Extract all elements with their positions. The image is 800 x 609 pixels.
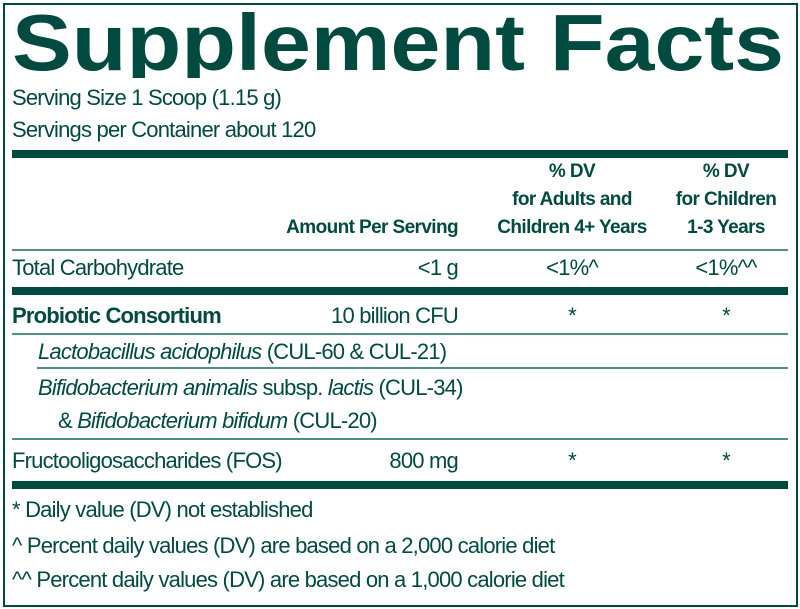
label-frame bbox=[3, 3, 798, 607]
strain-bifido-line2: & Bifidobacterium bifidum (CUL-20) bbox=[58, 408, 378, 433]
svg-text:Supplement Facts: Supplement Facts bbox=[12, 6, 784, 78]
strain-code: (CUL-20) bbox=[287, 408, 378, 433]
thin-rule bbox=[12, 249, 788, 251]
footnote-dv: * Daily value (DV) not established bbox=[12, 497, 313, 522]
serving-size: Serving Size 1 Scoop (1.15 g) bbox=[12, 85, 282, 110]
strain-code: (CUL-34) bbox=[373, 375, 464, 400]
strain-text: & bbox=[58, 408, 78, 433]
strain-lactobacillus: Lactobacillus acidophilus (CUL-60 & CUL-… bbox=[38, 339, 447, 364]
thick-rule bbox=[12, 481, 788, 489]
footnote-children: ^^ Percent daily values (DV) are based o… bbox=[12, 567, 565, 592]
strain-code: (CUL-60 & CUL-21) bbox=[261, 339, 447, 364]
nutrient-amount: 10 billion CFU bbox=[331, 303, 459, 328]
nutrient-dv-adults: * bbox=[568, 303, 577, 328]
nutrient-dv-children: * bbox=[722, 448, 731, 473]
nutrient-name: Total Carbohydrate bbox=[12, 255, 184, 280]
nutrient-amount: <1 g bbox=[417, 255, 459, 280]
nutrient-dv-adults: * bbox=[568, 448, 577, 473]
nutrient-dv-children: * bbox=[722, 303, 731, 328]
page-title: Supplement Facts bbox=[12, 6, 784, 78]
nutrient-dv-adults: <1%^ bbox=[546, 255, 599, 280]
thin-rule bbox=[12, 333, 788, 335]
header-dv-adults-2: for Adults and bbox=[512, 189, 632, 210]
header-dv-adults-1: % DV bbox=[548, 161, 596, 182]
strain-italic: Bifidobacterium animalis bbox=[38, 375, 258, 400]
thin-rule bbox=[37, 367, 788, 369]
header-dv-adults-3: Children 4+ Years bbox=[497, 217, 647, 238]
strain-italic: Lactobacillus acidophilus bbox=[38, 339, 262, 364]
strain-bifido-line1: Bifidobacterium animalis subsp. lactis (… bbox=[38, 376, 463, 400]
strain-text: subsp. bbox=[257, 375, 328, 400]
thick-rule bbox=[12, 150, 788, 158]
header-dv-children-3: 1-3 Years bbox=[687, 217, 765, 238]
header-dv-children-2: for Children bbox=[675, 189, 777, 210]
header-dv-children-1: % DV bbox=[702, 161, 750, 182]
nutrient-name: Fructooligosaccharides (FOS) bbox=[12, 448, 283, 473]
nutrient-amount: 800 mg bbox=[389, 448, 458, 473]
nutrient-dv-children: <1%^^ bbox=[695, 255, 757, 280]
strain-italic: lactis bbox=[327, 375, 374, 400]
strain-italic: Bifidobacterium bifidum bbox=[77, 408, 288, 433]
servings-per-container: Servings per Container about 120 bbox=[12, 117, 316, 142]
nutrient-name: Probiotic Consortium bbox=[12, 303, 222, 328]
footnote-adults: ^ Percent daily values (DV) are based on… bbox=[12, 533, 555, 558]
thick-rule bbox=[12, 287, 788, 295]
thin-rule bbox=[12, 438, 788, 440]
header-amount: Amount Per Serving bbox=[286, 217, 458, 238]
